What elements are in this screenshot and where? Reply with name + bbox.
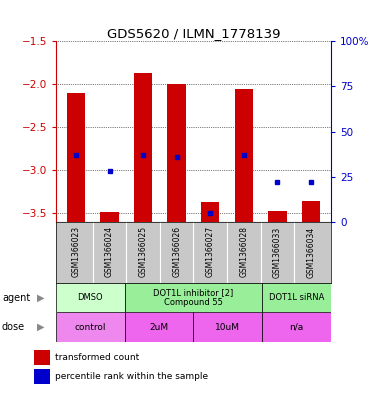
Text: transformed count: transformed count xyxy=(55,353,139,362)
Text: GSM1366033: GSM1366033 xyxy=(273,226,282,277)
Bar xyxy=(201,202,219,222)
Text: GSM1366027: GSM1366027 xyxy=(206,226,215,277)
Text: n/a: n/a xyxy=(290,323,304,332)
Bar xyxy=(125,283,262,312)
Bar xyxy=(268,211,286,222)
Text: GSM1366034: GSM1366034 xyxy=(306,226,315,277)
Text: 2uM: 2uM xyxy=(149,323,169,332)
Text: DMSO: DMSO xyxy=(77,293,103,302)
Bar xyxy=(34,369,50,384)
Text: GSM1366023: GSM1366023 xyxy=(72,226,80,277)
Bar xyxy=(302,200,320,222)
Text: ▶: ▶ xyxy=(37,322,44,332)
Text: GSM1366026: GSM1366026 xyxy=(172,226,181,277)
Bar xyxy=(125,312,194,342)
Text: 10uM: 10uM xyxy=(215,323,240,332)
Text: GSM1366028: GSM1366028 xyxy=(239,226,248,277)
Bar xyxy=(134,73,152,222)
Text: dose: dose xyxy=(2,322,25,332)
Bar xyxy=(56,283,125,312)
Text: GSM1366025: GSM1366025 xyxy=(139,226,147,277)
Text: DOT1L siRNA: DOT1L siRNA xyxy=(269,293,325,302)
Text: percentile rank within the sample: percentile rank within the sample xyxy=(55,372,208,381)
Text: GSM1366024: GSM1366024 xyxy=(105,226,114,277)
Bar xyxy=(100,212,119,222)
Text: control: control xyxy=(74,323,106,332)
Text: ▶: ▶ xyxy=(37,293,44,303)
Bar xyxy=(67,93,85,222)
Bar xyxy=(234,88,253,222)
Bar xyxy=(262,312,331,342)
Bar xyxy=(194,312,262,342)
Text: agent: agent xyxy=(2,293,30,303)
Title: GDS5620 / ILMN_1778139: GDS5620 / ILMN_1778139 xyxy=(107,27,280,40)
Bar xyxy=(56,312,125,342)
Text: DOT1L inhibitor [2]
Compound 55: DOT1L inhibitor [2] Compound 55 xyxy=(153,288,234,307)
Bar xyxy=(167,84,186,222)
Bar xyxy=(262,283,331,312)
Bar xyxy=(34,350,50,365)
